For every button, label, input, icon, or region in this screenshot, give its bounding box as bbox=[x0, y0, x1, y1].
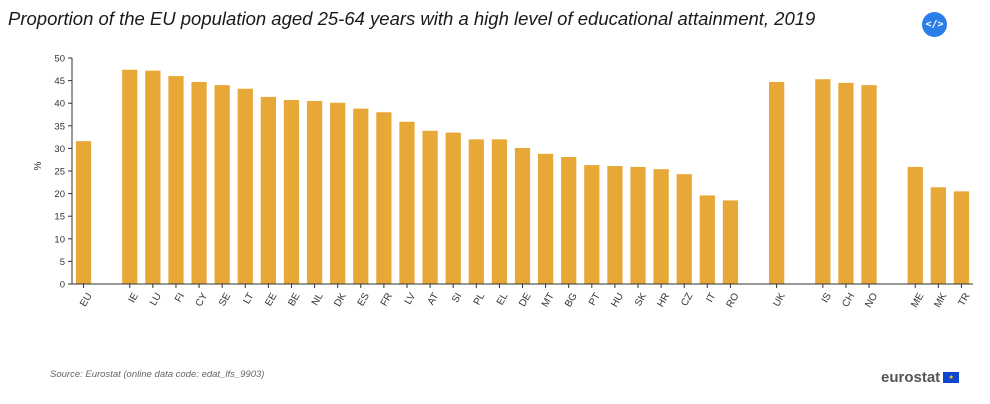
bar-si[interactable] bbox=[445, 132, 461, 284]
bar-de[interactable] bbox=[514, 147, 531, 284]
bar-eu[interactable] bbox=[75, 141, 92, 284]
bar-se[interactable] bbox=[214, 85, 230, 285]
x-tick-label: IT bbox=[704, 291, 718, 304]
y-tick-label: 0 bbox=[60, 280, 65, 291]
x-tick-label: AT bbox=[426, 291, 442, 307]
y-axis-label: % bbox=[33, 161, 44, 170]
x-tick-label: MK bbox=[932, 291, 949, 310]
bar-pt[interactable] bbox=[584, 165, 600, 284]
x-tick-label: EL bbox=[495, 291, 511, 307]
x-tick-label: LT bbox=[241, 291, 256, 306]
x-tick-label: HU bbox=[609, 291, 626, 309]
x-tick-label: CZ bbox=[679, 291, 695, 308]
eu-flag-icon: ★ bbox=[943, 372, 960, 383]
bar-sk[interactable] bbox=[630, 166, 646, 284]
x-tick-label: EE bbox=[263, 291, 279, 308]
source-note: Source: Eurostat (online data code: edat… bbox=[50, 369, 265, 380]
bar-cy[interactable] bbox=[191, 81, 207, 285]
x-tick-label: SE bbox=[217, 291, 233, 308]
bar-tr[interactable] bbox=[953, 191, 970, 284]
x-axis: EU IE LU FI CY SE LT EE BE NL DK ES FR LV AT SI PL EL DE MT… bbox=[72, 283, 973, 310]
bar-lt[interactable] bbox=[237, 88, 253, 285]
x-tick-label: ME bbox=[909, 291, 926, 310]
y-axis: 0 5 10 15 20 25 30 35 40 45 50 bbox=[54, 54, 73, 291]
bar-dk[interactable] bbox=[330, 102, 346, 284]
bar-no[interactable] bbox=[861, 85, 877, 285]
bar-lv[interactable] bbox=[399, 121, 415, 285]
x-tick-label: SI bbox=[450, 291, 464, 305]
bar-lu[interactable] bbox=[145, 70, 161, 284]
x-tick-label: TR bbox=[956, 291, 972, 308]
bar-nl[interactable] bbox=[306, 100, 323, 284]
bar-hu[interactable] bbox=[607, 166, 623, 284]
y-tick-label: 35 bbox=[54, 121, 65, 132]
bar-at[interactable] bbox=[422, 130, 438, 284]
x-tick-label: CY bbox=[194, 291, 211, 309]
x-tick-label: LV bbox=[403, 291, 418, 307]
x-tick-label: BE bbox=[286, 291, 302, 308]
bars bbox=[75, 69, 970, 285]
bar-fi[interactable] bbox=[168, 76, 184, 284]
x-tick-label: MT bbox=[540, 291, 557, 309]
y-tick-label: 30 bbox=[54, 144, 65, 155]
bar-me[interactable] bbox=[907, 166, 923, 284]
x-tick-label: HR bbox=[656, 291, 673, 309]
y-tick-label: 25 bbox=[54, 167, 65, 178]
bar-pl[interactable] bbox=[468, 139, 484, 284]
x-tick-label: NO bbox=[863, 291, 880, 310]
x-tick-label: DE bbox=[517, 291, 534, 309]
bar-ee[interactable] bbox=[260, 96, 276, 284]
x-tick-label: FR bbox=[379, 291, 395, 308]
y-tick-label: 40 bbox=[54, 99, 65, 110]
y-tick-label: 45 bbox=[54, 76, 65, 87]
y-tick-label: 15 bbox=[54, 212, 65, 223]
y-tick-label: 20 bbox=[54, 189, 65, 200]
x-tick-label: PT bbox=[587, 291, 603, 308]
bar-ro[interactable] bbox=[722, 200, 739, 284]
x-tick-label: NL bbox=[310, 291, 326, 308]
x-tick-label: IS bbox=[820, 291, 834, 305]
bar-is[interactable] bbox=[815, 79, 831, 284]
bar-fr[interactable] bbox=[376, 112, 392, 285]
x-tick-label: EU bbox=[78, 291, 94, 309]
x-tick-label: RO bbox=[725, 291, 742, 310]
bar-hr[interactable] bbox=[653, 169, 669, 284]
x-tick-label: DK bbox=[332, 291, 349, 309]
bar-el[interactable] bbox=[491, 139, 508, 284]
bar-mk[interactable] bbox=[930, 187, 946, 284]
logo-text: eurostat bbox=[881, 369, 941, 386]
eurostat-logo[interactable]: eurostat ★ bbox=[881, 369, 960, 386]
x-tick-label: ES bbox=[356, 291, 372, 308]
y-tick-label: 10 bbox=[54, 234, 65, 245]
embed-code-button[interactable]: </> bbox=[922, 12, 947, 37]
bar-cz[interactable] bbox=[676, 174, 692, 284]
x-tick-label: LU bbox=[148, 291, 164, 308]
y-tick-label: 5 bbox=[60, 257, 65, 268]
x-tick-label: IE bbox=[127, 291, 141, 305]
bar-bg[interactable] bbox=[561, 156, 577, 284]
bar-uk[interactable] bbox=[769, 81, 785, 285]
x-tick-label: UK bbox=[771, 291, 788, 309]
bar-ie[interactable] bbox=[122, 69, 138, 284]
bar-ch[interactable] bbox=[838, 82, 854, 284]
x-tick-label: FI bbox=[173, 291, 187, 304]
bar-be[interactable] bbox=[283, 100, 300, 284]
x-tick-label: BG bbox=[563, 291, 580, 309]
x-tick-label: SK bbox=[633, 291, 649, 308]
x-tick-label: PL bbox=[472, 291, 488, 307]
bar-it[interactable] bbox=[699, 195, 715, 284]
bar-mt[interactable] bbox=[537, 153, 554, 284]
y-tick-label: 50 bbox=[54, 54, 65, 65]
bar-es[interactable] bbox=[353, 108, 369, 285]
x-tick-label: CH bbox=[840, 291, 857, 309]
chart-title: Proportion of the EU population aged 25-… bbox=[8, 8, 816, 29]
